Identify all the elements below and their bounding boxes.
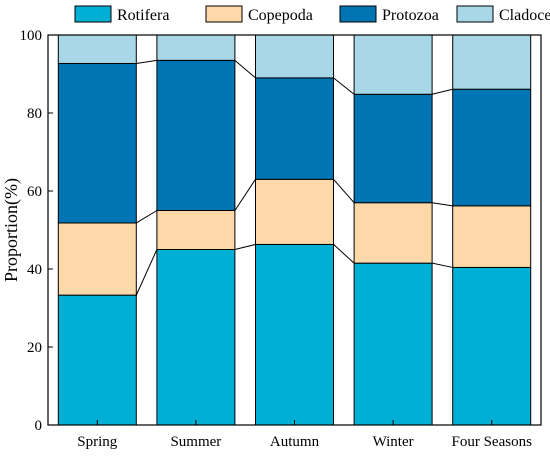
- bars-group: [57, 34, 532, 426]
- bar-segment-cladocera: [57, 34, 137, 64]
- bar-segment-cladocera: [255, 34, 334, 79]
- legend-label: Copepoda: [248, 7, 313, 24]
- legend-swatch: [74, 5, 112, 23]
- legend-swatch: [205, 5, 243, 23]
- bar-segment-copepoda: [353, 202, 433, 264]
- legend-label: Cladocera: [499, 7, 550, 24]
- connector-line: [136, 59, 157, 64]
- legend-item-cladocera: Cladocera: [456, 5, 550, 24]
- connector-line: [136, 210, 158, 224]
- connector-line: [431, 262, 453, 268]
- y-tick-label: 20: [27, 340, 42, 356]
- legend-label: Rotifera: [117, 7, 169, 24]
- x-tick-label: Summer: [170, 434, 221, 450]
- x-tick-label: Spring: [77, 434, 118, 450]
- bar-segment-copepoda: [57, 222, 137, 296]
- bar-segment-copepoda: [452, 205, 532, 268]
- connector-line: [333, 244, 355, 264]
- y-tick-label: 80: [27, 106, 42, 122]
- x-tick-label: Four Seasons: [451, 434, 532, 450]
- bar-segment-cladocera: [353, 34, 433, 95]
- bar-segment-protozoa: [255, 77, 334, 180]
- connectors-group: [135, 59, 453, 296]
- y-tick-label: 40: [27, 262, 42, 278]
- legend-item-copepoda: Copepoda: [205, 5, 313, 24]
- connector-line: [234, 243, 256, 250]
- bar-segment-rotifera: [255, 243, 334, 426]
- bar-segment-cladocera: [452, 34, 532, 90]
- bar-segment-copepoda: [255, 178, 334, 245]
- legend-swatch: [456, 5, 494, 23]
- bar-segment-rotifera: [452, 266, 532, 426]
- legend-item-rotifera: Rotifera: [74, 5, 169, 24]
- legend-label: Protozoa: [382, 7, 439, 24]
- y-axis-title: Proportion(%): [1, 178, 22, 282]
- bar-segment-rotifera: [353, 262, 433, 426]
- axes-group: Spring Summer Autumn Winter Four Seasons 0 20 4…: [20, 28, 542, 450]
- legend: Rotifera Copepoda Protozoa Cladocera: [74, 5, 550, 24]
- y-tick-label: 60: [27, 184, 42, 200]
- bar-segment-cladocera: [156, 34, 236, 61]
- connector-line: [333, 178, 355, 204]
- bar-segment-protozoa: [353, 93, 433, 204]
- y-tick-label: 100: [20, 28, 43, 44]
- legend-item-protozoa: Protozoa: [339, 5, 439, 24]
- connector-line: [234, 179, 256, 211]
- legend-swatch: [339, 5, 377, 23]
- connector-line: [432, 202, 453, 207]
- bar-segment-rotifera: [156, 249, 236, 426]
- connector-line: [135, 249, 158, 296]
- y-tick-label: 0: [35, 418, 43, 434]
- connector-line: [234, 59, 256, 79]
- bar-segment-protozoa: [156, 59, 236, 211]
- x-tick-label: Winter: [373, 434, 414, 450]
- bar-segment-protozoa: [57, 62, 137, 224]
- x-tick-label: Autumn: [270, 434, 320, 450]
- bar-segment-protozoa: [452, 88, 532, 207]
- connector-line: [333, 77, 355, 95]
- bar-segment-rotifera: [57, 294, 137, 426]
- bar-segment-copepoda: [156, 210, 236, 250]
- connector-line: [431, 88, 453, 95]
